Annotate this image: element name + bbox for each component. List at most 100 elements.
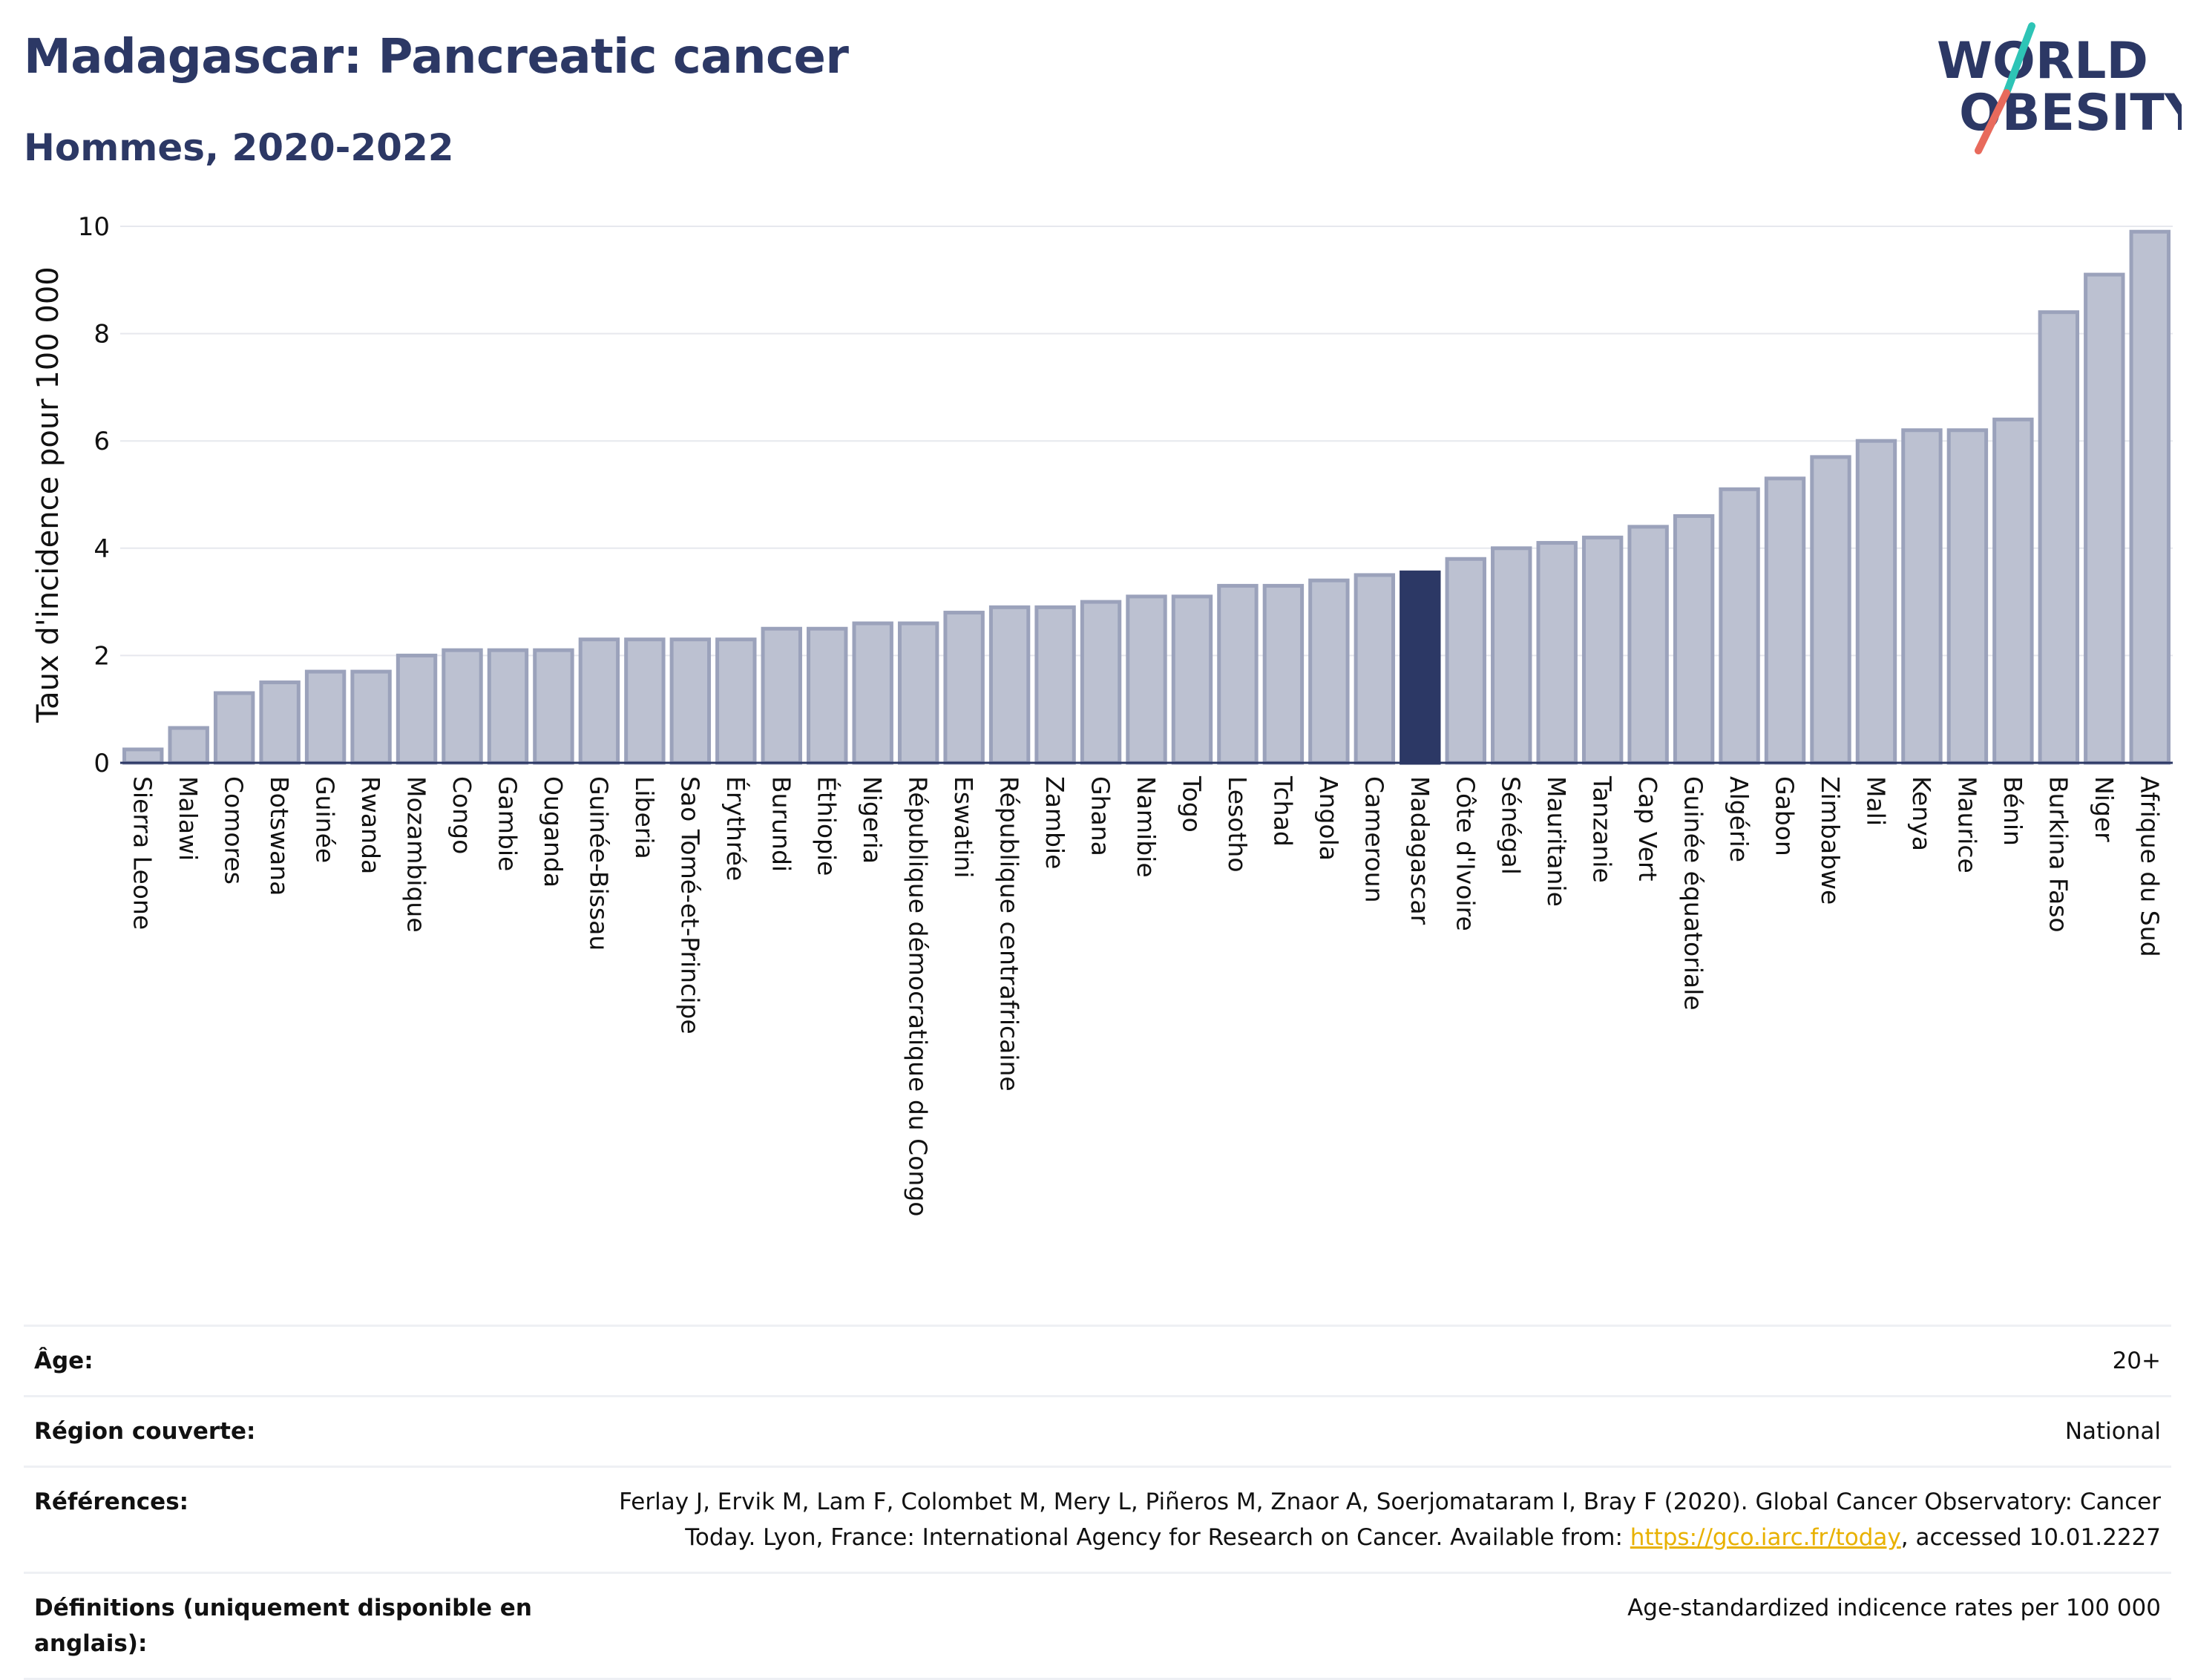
- metadata-table: Âge: 20+ Région couverte: National Référ…: [24, 1325, 2171, 1680]
- meta-region-value: National: [2064, 1418, 2161, 1445]
- y-tick-label: 2: [93, 641, 110, 671]
- x-tick-label: Burkina Faso: [2044, 776, 2073, 933]
- bar-sierra-leone[interactable]: [122, 747, 164, 765]
- y-tick-label: 0: [93, 749, 110, 778]
- bar-guinee[interactable]: [304, 669, 347, 765]
- x-tick-label: Kenya: [1907, 776, 1936, 851]
- references-accessed: , accessed 10.01.2227: [1900, 1524, 2161, 1551]
- bar-tchad[interactable]: [1262, 583, 1305, 765]
- meta-row-region: Région couverte: National: [24, 1395, 2171, 1466]
- references-link[interactable]: https://gco.iarc.fr/today: [1630, 1524, 1901, 1551]
- x-tick-label: Mauritanie: [1542, 776, 1571, 907]
- x-tick-label: Cameroun: [1359, 776, 1388, 903]
- bar-erythree[interactable]: [715, 637, 757, 765]
- x-tick-label: Angola: [1314, 776, 1343, 861]
- chart-subtitle: Hommes, 2020-2022: [24, 126, 454, 169]
- bar-burkina-faso[interactable]: [2038, 310, 2080, 765]
- x-tick-label: Érythrée: [721, 776, 751, 881]
- meta-row-references: Références: Ferlay J, Ervik M, Lam F, Co…: [24, 1466, 2171, 1572]
- bar-cap-vert[interactable]: [1627, 525, 1669, 765]
- logo-slash-teal: [2003, 22, 2035, 96]
- logo-line2: OBESITY: [1959, 84, 2182, 142]
- bar-niger[interactable]: [2084, 272, 2125, 765]
- x-tick-label: Sao Tomé-et-Principe: [675, 776, 704, 1034]
- bar-angola[interactable]: [1308, 578, 1350, 765]
- bars: [122, 229, 2171, 765]
- meta-references-label: Références:: [34, 1489, 189, 1515]
- bar-rwanda[interactable]: [350, 669, 392, 765]
- x-tick-label: Guinée: [311, 776, 340, 863]
- bar-madagascar[interactable]: [1400, 570, 1441, 765]
- bar-liberia[interactable]: [624, 637, 666, 765]
- bar-togo[interactable]: [1171, 594, 1213, 765]
- x-tick-label: Ghana: [1086, 776, 1115, 856]
- bar-gambie[interactable]: [487, 648, 529, 765]
- bar-guinee-equatoriale[interactable]: [1673, 513, 1715, 765]
- bar-ouganda[interactable]: [533, 648, 574, 765]
- bar-mozambique[interactable]: [396, 653, 438, 765]
- bar-zimbabwe[interactable]: [1810, 455, 1851, 765]
- bar-republique-democratique-du-congo[interactable]: [897, 621, 939, 765]
- x-tick-label: Togo: [1177, 775, 1206, 833]
- meta-references-value: Ferlay J, Ervik M, Lam F, Colombet M, Me…: [565, 1484, 2161, 1555]
- meta-row-definitions: Définitions (uniquement disponible en an…: [24, 1572, 2171, 1680]
- bar-lesotho[interactable]: [1217, 583, 1259, 765]
- x-tick-label: Liberia: [630, 776, 659, 859]
- chart-title: Madagascar: Pancreatic cancer: [24, 30, 849, 85]
- bar-botswana[interactable]: [259, 680, 301, 765]
- x-tick-label: Algérie: [1725, 776, 1753, 862]
- bar-burundi[interactable]: [761, 626, 802, 765]
- bar-mali[interactable]: [1855, 439, 1897, 765]
- x-tick-label: Gambie: [493, 776, 522, 871]
- bar-algerie[interactable]: [1719, 487, 1760, 765]
- y-tick-label: 6: [93, 427, 110, 456]
- bar-benin[interactable]: [1992, 417, 2034, 765]
- bar-afrique-du-sud[interactable]: [2129, 229, 2171, 765]
- meta-age-label: Âge:: [34, 1348, 93, 1374]
- x-tick-label: Cap Vert: [1633, 776, 1662, 882]
- bar-senegal[interactable]: [1491, 546, 1532, 765]
- bar-tanzanie[interactable]: [1581, 535, 1624, 765]
- bar-sao-tome-et-principe[interactable]: [669, 637, 712, 765]
- x-tick-label: Burundi: [767, 776, 795, 872]
- bar-ghana[interactable]: [1080, 600, 1122, 765]
- bar-malawi[interactable]: [168, 726, 209, 765]
- x-tick-label: Bénin: [1998, 776, 2027, 846]
- x-tick-label: Sénégal: [1497, 776, 1526, 875]
- references-text: Ferlay J, Ervik M, Lam F, Colombet M, Me…: [619, 1489, 2161, 1551]
- meta-definitions-value: Age-standardized indicence rates per 100…: [1627, 1595, 2161, 1621]
- meta-row-age: Âge: 20+: [24, 1325, 2171, 1395]
- bar-comores[interactable]: [213, 691, 255, 765]
- bar-cote-d-ivoire[interactable]: [1445, 557, 1486, 765]
- logo-line1: WORLD: [1937, 32, 2148, 91]
- bar-ethiopie[interactable]: [807, 626, 848, 765]
- x-tick-label: Eswatini: [949, 776, 978, 878]
- bar-congo[interactable]: [442, 648, 483, 765]
- x-tick-label: Sierra Leone: [128, 776, 157, 930]
- x-tick-label: Tchad: [1268, 775, 1297, 847]
- x-tick-label: République démocratique du Congo: [904, 776, 933, 1216]
- bar-namibie[interactable]: [1126, 594, 1167, 765]
- bar-eswatini[interactable]: [943, 611, 985, 765]
- bar-gabon[interactable]: [1764, 476, 1806, 765]
- bar-guinee-bissau[interactable]: [578, 637, 620, 765]
- x-tick-label: Zambie: [1040, 776, 1069, 869]
- x-tick-label: Lesotho: [1223, 776, 1252, 873]
- bar-kenya[interactable]: [1901, 428, 1943, 765]
- x-tick-label: Malawi: [174, 776, 203, 861]
- y-axis-ticks: 0 2 4 6 8 10: [78, 212, 110, 778]
- x-tick-label: Madagascar: [1405, 776, 1434, 925]
- x-tick-label: Afrique du Sud: [2135, 776, 2164, 957]
- bar-mauritanie[interactable]: [1536, 541, 1578, 765]
- bar-republique-centrafricaine[interactable]: [988, 605, 1031, 765]
- bar-cameroun[interactable]: [1354, 573, 1396, 765]
- x-tick-label: Guinée-Bissau: [584, 776, 613, 951]
- bar-zambie[interactable]: [1034, 605, 1076, 765]
- bar-nigeria[interactable]: [852, 621, 893, 765]
- x-tick-label: Gabon: [1771, 776, 1799, 856]
- bar-maurice[interactable]: [1946, 428, 1989, 765]
- meta-age-value: 20+: [2112, 1348, 2161, 1374]
- meta-region-label: Région couverte:: [34, 1418, 256, 1445]
- x-tick-label: Mozambique: [402, 776, 431, 933]
- x-tick-label: Côte d'Ivoire: [1451, 776, 1480, 931]
